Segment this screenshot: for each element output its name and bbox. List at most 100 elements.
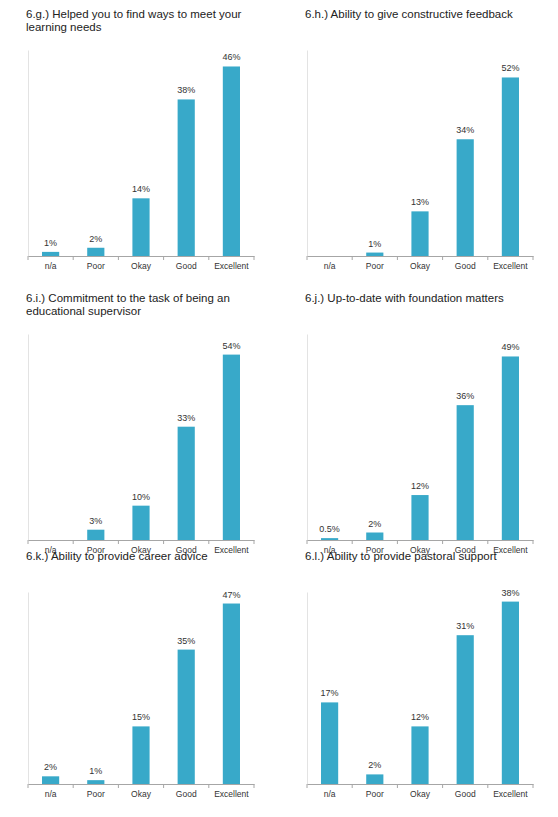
figure: 6.g.) Helped you to find ways to meet yo… bbox=[0, 0, 558, 817]
x-tick-label: Okay bbox=[410, 789, 431, 799]
category-separator bbox=[533, 784, 534, 788]
category-separator bbox=[163, 256, 164, 260]
data-label: 31% bbox=[456, 621, 474, 631]
category-separator bbox=[28, 540, 29, 544]
data-label: 3% bbox=[89, 516, 102, 526]
x-tick: Excellent bbox=[493, 784, 528, 799]
bars bbox=[366, 77, 519, 256]
bar bbox=[502, 356, 519, 540]
category-separator bbox=[73, 784, 74, 788]
bar bbox=[178, 427, 195, 540]
title-line: 6.j.) Up-to-date with foundation matters bbox=[305, 292, 504, 304]
data-label: 52% bbox=[501, 63, 519, 73]
bar bbox=[366, 774, 383, 784]
bar bbox=[321, 702, 338, 784]
category-separator bbox=[73, 540, 74, 544]
x-tick-label: n/a bbox=[324, 261, 336, 271]
chart-title: 6.j.) Up-to-date with foundation matters bbox=[305, 292, 504, 304]
category-separator bbox=[118, 256, 119, 260]
bar bbox=[132, 506, 149, 540]
bars bbox=[87, 355, 240, 540]
category-separators bbox=[28, 784, 254, 788]
bars bbox=[321, 602, 519, 784]
chart-panel: 6.l.) Ability to provide pastoral suppor… bbox=[305, 550, 534, 799]
x-tick: Okay bbox=[410, 256, 431, 271]
category-separator bbox=[254, 540, 255, 544]
category-separator bbox=[487, 256, 488, 260]
data-label: 2% bbox=[89, 234, 102, 244]
x-axis-line bbox=[29, 784, 255, 785]
title-line: 6.l.) Ability to provide pastoral suppor… bbox=[305, 550, 498, 562]
data-labels: 1%13%34%52% bbox=[368, 63, 519, 248]
data-label: 35% bbox=[177, 636, 195, 646]
category-separator bbox=[118, 784, 119, 788]
data-label: 12% bbox=[411, 481, 429, 491]
data-label: 1% bbox=[368, 239, 381, 249]
bar bbox=[87, 248, 104, 256]
data-labels: 3%10%33%54% bbox=[89, 341, 240, 526]
category-separator bbox=[254, 256, 255, 260]
x-tick: Good bbox=[455, 256, 476, 271]
chart-title: 6.l.) Ability to provide pastoral suppor… bbox=[305, 550, 498, 562]
x-axis-line bbox=[308, 256, 534, 257]
x-tick-label: Poor bbox=[87, 789, 105, 799]
x-tick-label: Excellent bbox=[493, 789, 528, 799]
chart-panel: 6.j.) Up-to-date with foundation matters… bbox=[305, 292, 534, 555]
category-separator bbox=[163, 540, 164, 544]
title-line: 6.i.) Commitment to the task of being an bbox=[26, 292, 230, 304]
category-separator bbox=[442, 784, 443, 788]
bar bbox=[366, 533, 383, 540]
y-axis bbox=[307, 593, 308, 785]
x-tick: n/a bbox=[324, 256, 336, 271]
x-tick-label: Good bbox=[176, 789, 197, 799]
category-separator bbox=[163, 784, 164, 788]
x-tick: Excellent bbox=[493, 256, 528, 271]
bar bbox=[502, 77, 519, 256]
chart-panel: 6.i.) Commitment to the task of being an… bbox=[26, 292, 255, 555]
x-tick: Okay bbox=[131, 256, 152, 271]
category-separator bbox=[397, 784, 398, 788]
category-separator bbox=[442, 540, 443, 544]
chart-panel: 6.h.) Ability to give constructive feedb… bbox=[305, 8, 534, 271]
x-tick: Good bbox=[176, 256, 197, 271]
bar bbox=[457, 635, 474, 784]
x-tick-label: Poor bbox=[366, 261, 384, 271]
y-axis bbox=[28, 593, 29, 785]
bar bbox=[223, 355, 240, 540]
category-separator bbox=[208, 784, 209, 788]
x-tick-label: n/a bbox=[45, 261, 57, 271]
x-tick-label: Poor bbox=[366, 789, 384, 799]
category-separator bbox=[28, 784, 29, 788]
bar bbox=[366, 253, 383, 256]
x-axis-line bbox=[308, 540, 534, 541]
bar bbox=[87, 530, 104, 540]
bar bbox=[42, 252, 59, 256]
title-line: 6.h.) Ability to give constructive feedb… bbox=[305, 8, 513, 20]
x-tick: Poor bbox=[366, 784, 384, 799]
x-tick-label: Excellent bbox=[493, 261, 528, 271]
category-separator bbox=[307, 256, 308, 260]
category-separator bbox=[208, 256, 209, 260]
category-separator bbox=[352, 540, 353, 544]
x-tick: Excellent bbox=[493, 540, 528, 555]
x-tick: n/a bbox=[45, 784, 57, 799]
chart-title: 6.g.) Helped you to find ways to meet yo… bbox=[26, 8, 242, 33]
category-separators bbox=[307, 256, 533, 260]
bar bbox=[42, 776, 59, 784]
x-tick-label: Good bbox=[455, 261, 476, 271]
y-axis bbox=[28, 51, 29, 257]
data-label: 46% bbox=[222, 52, 240, 62]
bar bbox=[223, 66, 240, 256]
category-separator bbox=[73, 256, 74, 260]
category-separator bbox=[533, 256, 534, 260]
x-axis: n/aPoorOkayGoodExcellent bbox=[29, 256, 255, 271]
data-label: 0.5% bbox=[319, 524, 340, 534]
x-axis-line bbox=[29, 256, 255, 257]
x-tick-label: Good bbox=[176, 261, 197, 271]
bar bbox=[132, 198, 149, 256]
data-labels: 0.5%2%12%36%49% bbox=[319, 342, 519, 534]
data-label: 47% bbox=[222, 590, 240, 600]
x-tick-label: Okay bbox=[131, 789, 152, 799]
data-label: 38% bbox=[501, 588, 519, 598]
bar bbox=[411, 495, 428, 540]
